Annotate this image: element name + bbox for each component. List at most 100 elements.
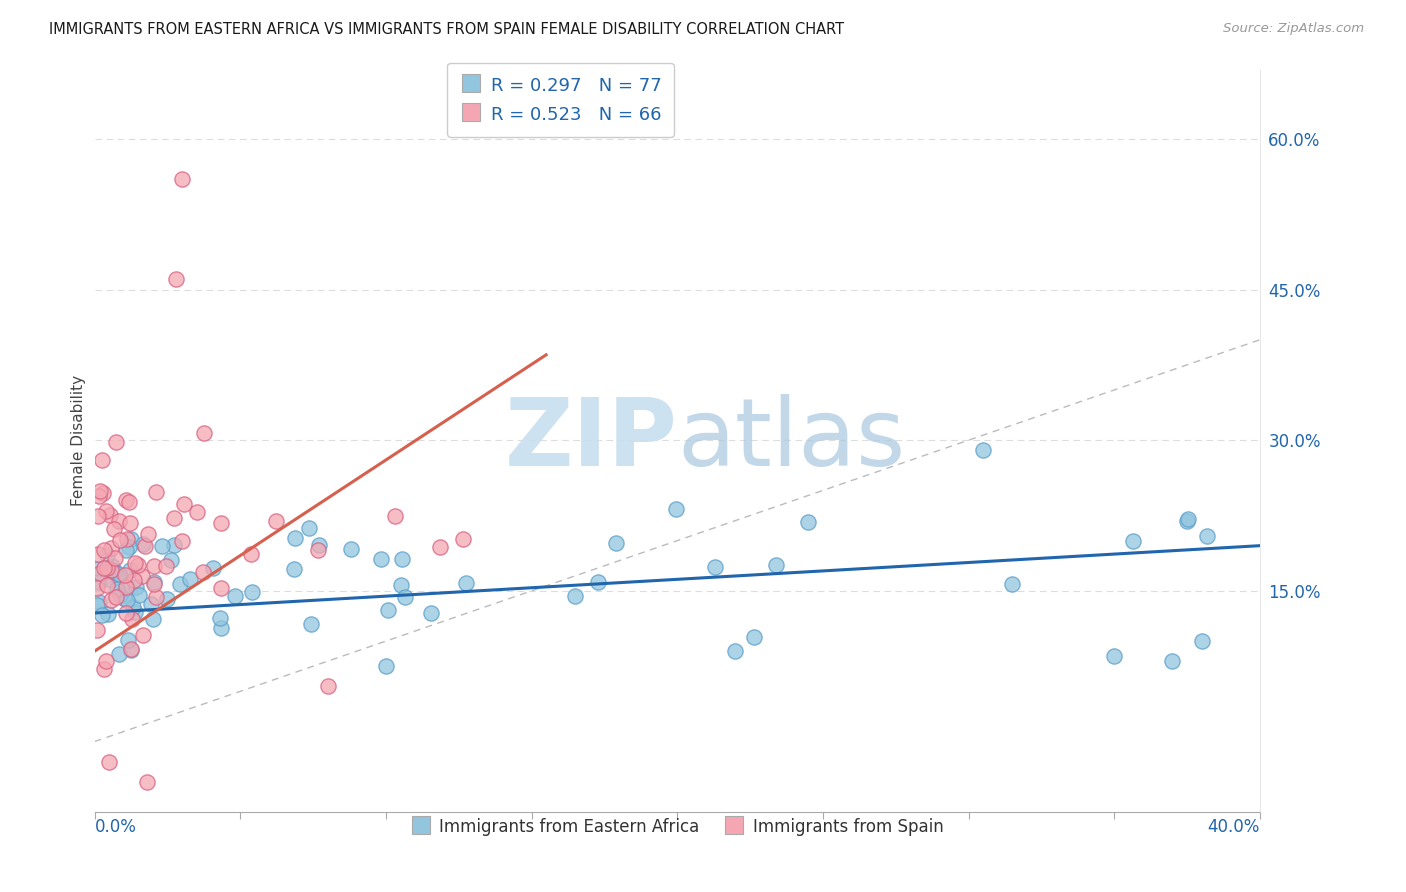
Point xyxy=(142,577,165,591)
Point xyxy=(93,662,115,676)
Point xyxy=(389,578,412,592)
Point xyxy=(391,551,413,566)
Y-axis label: Female Disability: Female Disability xyxy=(72,375,86,506)
Point xyxy=(100,563,122,577)
Point xyxy=(114,568,136,582)
Point xyxy=(588,575,610,590)
Point xyxy=(100,574,122,588)
Point xyxy=(139,598,162,612)
Point xyxy=(374,659,396,673)
Point xyxy=(384,508,406,523)
Point xyxy=(165,272,187,286)
Point xyxy=(107,570,129,584)
Point xyxy=(193,566,215,580)
Point xyxy=(120,642,142,657)
Point xyxy=(115,492,138,507)
Point xyxy=(93,561,115,575)
Point xyxy=(453,532,475,546)
Point xyxy=(108,567,131,582)
Point xyxy=(170,172,193,186)
Point xyxy=(96,561,118,575)
Point xyxy=(179,573,201,587)
Point xyxy=(89,483,111,498)
Point xyxy=(266,514,288,528)
Point xyxy=(125,580,148,594)
Point xyxy=(307,543,329,558)
Point xyxy=(316,679,339,693)
Point xyxy=(131,537,153,551)
Point xyxy=(118,563,141,577)
Point xyxy=(193,426,215,441)
Point xyxy=(394,591,416,605)
Point xyxy=(201,561,224,575)
Point xyxy=(86,623,108,637)
Point xyxy=(138,526,160,541)
Point xyxy=(120,641,142,656)
Point xyxy=(120,533,142,547)
Point xyxy=(115,582,138,596)
Point xyxy=(127,558,149,573)
Point xyxy=(143,574,166,589)
Point xyxy=(103,523,125,537)
Point xyxy=(108,533,131,547)
Point xyxy=(1175,514,1198,528)
Point xyxy=(117,541,139,555)
Point xyxy=(724,644,747,658)
Point xyxy=(299,616,322,631)
Point xyxy=(89,566,111,581)
Point xyxy=(156,591,179,606)
Point xyxy=(118,495,141,509)
Point xyxy=(104,551,127,566)
Point xyxy=(96,548,118,562)
Point xyxy=(96,504,118,518)
Point xyxy=(145,485,167,500)
Point xyxy=(1161,654,1184,668)
Point xyxy=(97,607,120,622)
Point xyxy=(87,508,110,523)
Point xyxy=(105,590,128,604)
Point xyxy=(1001,577,1024,591)
Point xyxy=(142,612,165,626)
Point xyxy=(115,606,138,620)
Point xyxy=(96,578,118,592)
Point xyxy=(122,573,145,587)
Point xyxy=(162,511,184,525)
Point xyxy=(209,581,232,595)
Text: atlas: atlas xyxy=(678,394,905,486)
Point xyxy=(172,533,194,548)
Point xyxy=(308,538,330,552)
Point xyxy=(145,590,167,604)
Point xyxy=(797,515,820,529)
Point xyxy=(87,489,110,503)
Point xyxy=(117,633,139,648)
Point xyxy=(134,539,156,553)
Point xyxy=(704,560,727,574)
Point xyxy=(1195,529,1218,543)
Point xyxy=(211,516,233,530)
Point xyxy=(87,595,110,609)
Point xyxy=(240,585,263,599)
Point xyxy=(107,582,129,596)
Point xyxy=(91,486,114,500)
Point xyxy=(124,556,146,570)
Point xyxy=(136,774,159,789)
Point xyxy=(101,558,124,573)
Point xyxy=(605,536,627,550)
Point xyxy=(163,538,186,552)
Point xyxy=(115,542,138,557)
Point xyxy=(87,548,110,562)
Point xyxy=(98,508,121,523)
Point xyxy=(104,434,127,449)
Point xyxy=(91,607,114,622)
Point xyxy=(155,558,177,573)
Point xyxy=(100,593,122,607)
Point xyxy=(103,564,125,578)
Point xyxy=(1191,634,1213,648)
Point xyxy=(94,654,117,668)
Point xyxy=(100,563,122,577)
Text: 40.0%: 40.0% xyxy=(1208,818,1260,836)
Point xyxy=(186,505,208,519)
Point xyxy=(131,568,153,582)
Point xyxy=(150,540,173,554)
Point xyxy=(118,516,141,530)
